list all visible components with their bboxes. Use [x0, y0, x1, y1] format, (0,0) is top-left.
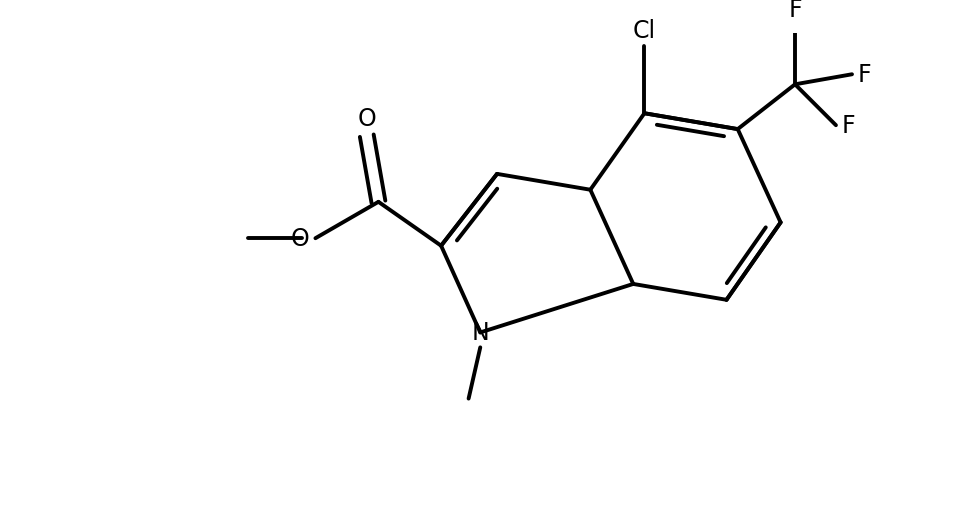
Text: F: F: [841, 114, 855, 138]
Text: N: N: [471, 321, 489, 345]
Text: O: O: [291, 227, 310, 250]
Text: Cl: Cl: [633, 19, 656, 43]
Text: F: F: [858, 63, 871, 87]
Text: O: O: [357, 107, 377, 131]
Text: F: F: [788, 0, 802, 22]
